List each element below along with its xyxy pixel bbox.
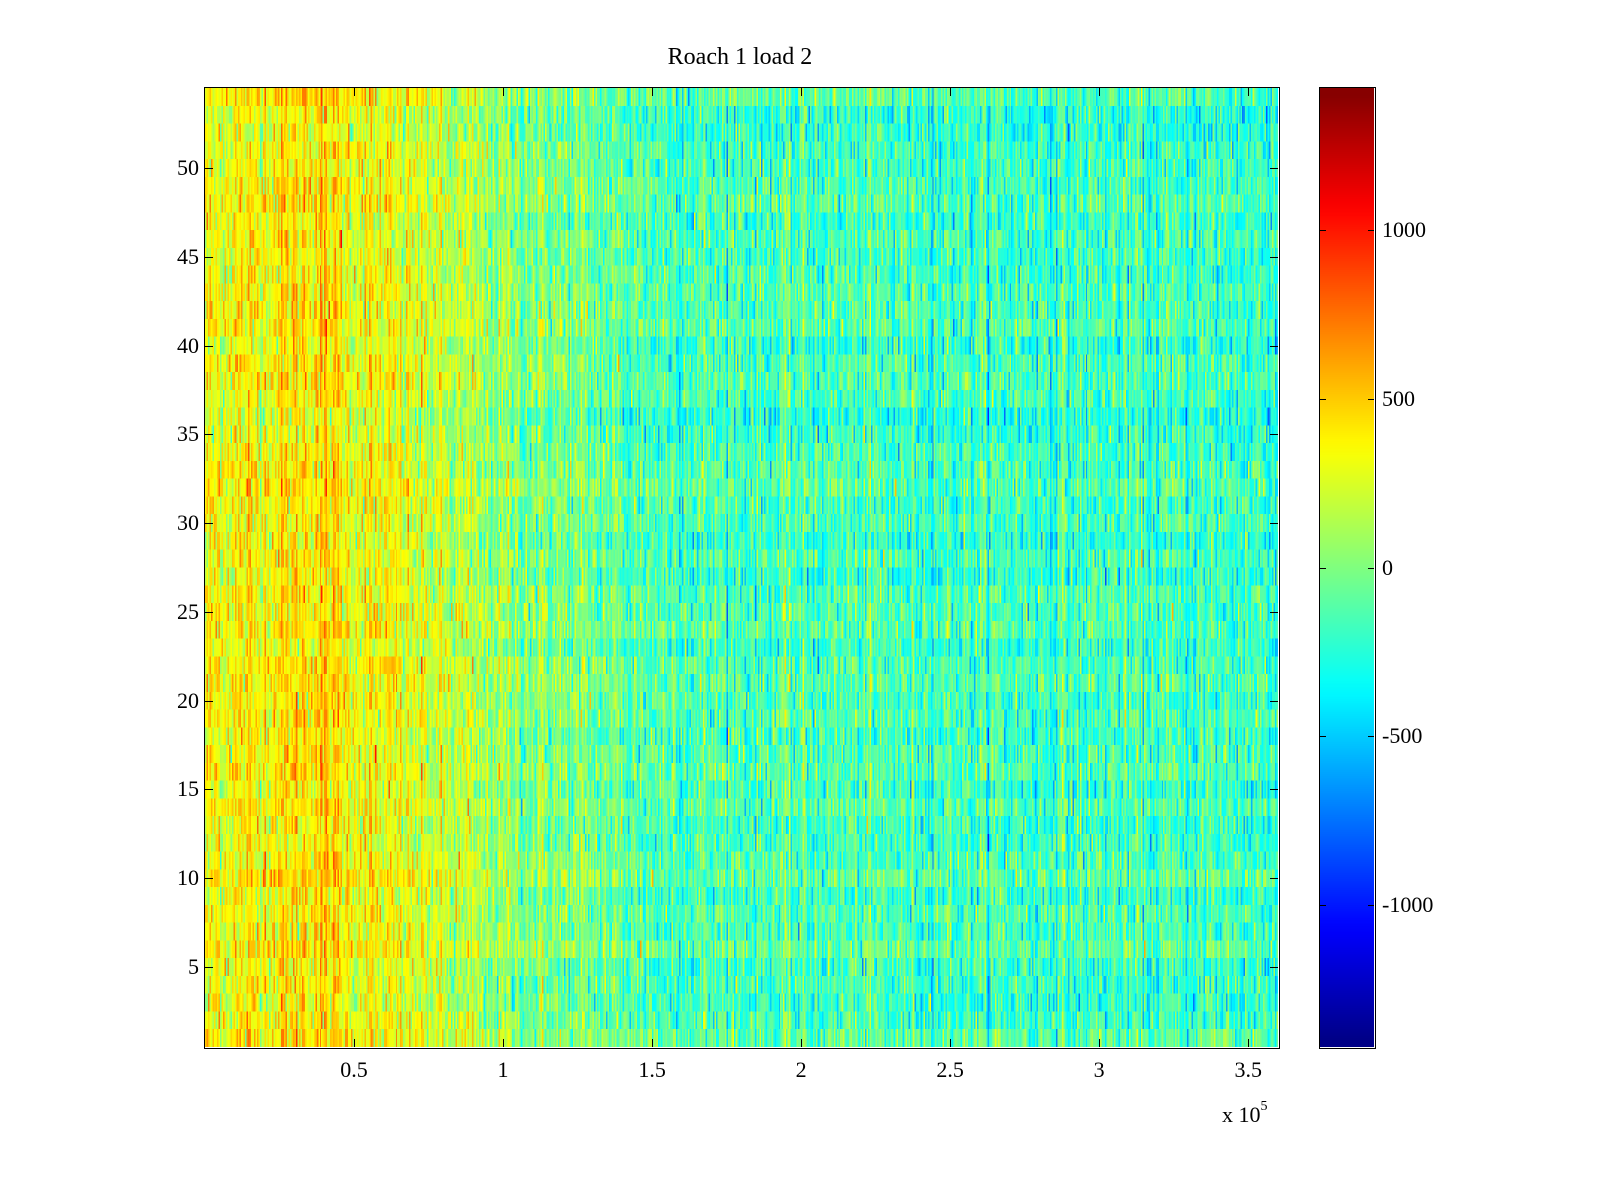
- y-tick-label: 45: [177, 243, 199, 269]
- colorbar-tick: [1320, 398, 1326, 400]
- x-tick-label: 1: [497, 1057, 509, 1082]
- x-tick: [503, 1039, 505, 1047]
- x-tick: [1099, 1039, 1101, 1047]
- x-multiplier: x 10: [1222, 1102, 1261, 1127]
- x-exponent: 5: [1260, 1098, 1268, 1114]
- x-tick-top: [1248, 88, 1250, 96]
- y-tick-right: [1270, 167, 1278, 169]
- y-tick-right: [1270, 434, 1278, 436]
- x-tick-label: 1.5: [638, 1057, 666, 1082]
- colorbar-tick-right: [1368, 229, 1374, 231]
- y-tick: [205, 345, 213, 347]
- x-exponent-label: x 105: [1222, 1098, 1268, 1128]
- y-tick-right: [1270, 611, 1278, 613]
- x-tick: [801, 1039, 803, 1047]
- x-tick-top: [801, 88, 803, 96]
- y-tick-right: [1270, 523, 1278, 525]
- colorbar-tick: [1320, 736, 1326, 738]
- y-tick-label: 15: [177, 776, 199, 802]
- x-tick-top: [354, 88, 356, 96]
- y-tick: [205, 878, 213, 880]
- colorbar-tick: [1320, 567, 1326, 569]
- colorbar-tick: [1320, 229, 1326, 231]
- colorbar-tick-right: [1368, 905, 1374, 907]
- colorbar-tick-label: 0: [1382, 554, 1393, 580]
- y-tick-label: 5: [188, 954, 199, 980]
- y-tick-right: [1270, 256, 1278, 258]
- y-tick-right: [1270, 700, 1278, 702]
- y-tick: [205, 256, 213, 258]
- colorbar-tick-label: -1000: [1382, 892, 1434, 918]
- x-tick-label: 3: [1093, 1057, 1105, 1082]
- x-tick-top: [503, 88, 505, 96]
- x-tick: [354, 1039, 356, 1047]
- colorbar-tick-right: [1368, 736, 1374, 738]
- y-tick-label: 20: [177, 687, 199, 713]
- colorbar-tick-label: 1000: [1382, 216, 1426, 242]
- chart-title: Roach 1 load 2: [667, 44, 813, 70]
- y-tick: [205, 167, 213, 169]
- y-tick-label: 10: [177, 865, 199, 891]
- y-tick: [205, 434, 213, 436]
- heatmap-image: [205, 88, 1278, 1047]
- x-tick-label: 2: [795, 1057, 807, 1082]
- x-tick-top: [1099, 88, 1101, 96]
- x-tick-top: [652, 88, 654, 96]
- y-tick-label: 40: [177, 332, 199, 358]
- x-tick-label: 2.5: [936, 1057, 964, 1082]
- y-tick: [205, 523, 213, 525]
- y-tick-right: [1270, 345, 1278, 347]
- y-tick-label: 35: [177, 421, 199, 447]
- y-tick-right: [1270, 789, 1278, 791]
- x-tick-top: [950, 88, 952, 96]
- y-tick: [205, 967, 213, 969]
- x-tick: [950, 1039, 952, 1047]
- colorbar-tick-right: [1368, 567, 1374, 569]
- colorbar-tick-label: 500: [1382, 385, 1415, 411]
- y-tick-label: 25: [177, 598, 199, 624]
- x-tick: [652, 1039, 654, 1047]
- y-tick: [205, 700, 213, 702]
- x-tick-label: 0.5: [340, 1057, 368, 1082]
- y-tick-label: 50: [177, 154, 199, 180]
- x-tick-label: 3.5: [1234, 1057, 1262, 1082]
- colorbar: [1320, 88, 1374, 1047]
- colorbar-tick-label: -500: [1382, 723, 1423, 749]
- x-tick: [1248, 1039, 1250, 1047]
- y-tick-right: [1270, 967, 1278, 969]
- y-tick: [205, 611, 213, 613]
- colorbar-tick-right: [1368, 398, 1374, 400]
- colorbar-tick: [1320, 905, 1326, 907]
- y-tick-label: 30: [177, 510, 199, 536]
- y-tick: [205, 789, 213, 791]
- y-tick-right: [1270, 878, 1278, 880]
